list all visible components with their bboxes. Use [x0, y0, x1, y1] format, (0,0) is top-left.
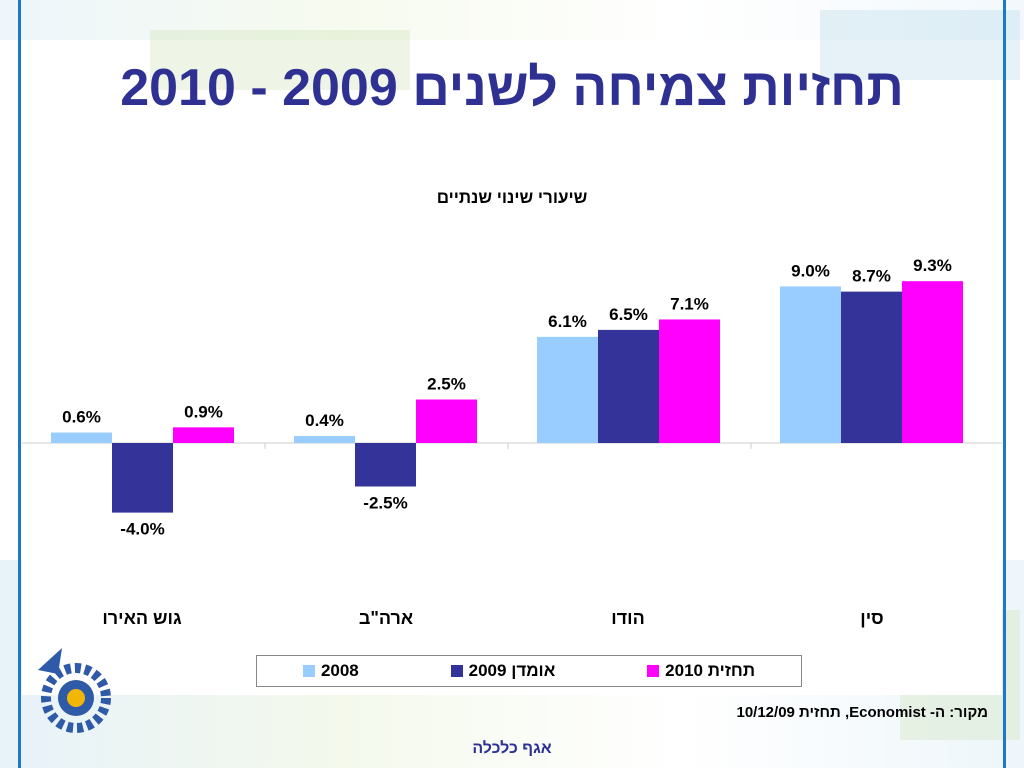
- chart-area: שיעורי שינוי שנתיים 0.6% -4.0% 0.9% 0.4% -2.5…: [22, 165, 1002, 695]
- slide-title: תחזיות צמיחה לשנים 2009 - 2010: [120, 59, 904, 117]
- data-label: 9.3%: [913, 256, 952, 275]
- source-note: מקור: ה- Economist, תחזית 10/12/09: [736, 704, 988, 721]
- legend-label: תחזית 2010: [665, 661, 756, 680]
- legend-label: 2008: [320, 661, 359, 680]
- bar: [659, 319, 720, 443]
- bar: [355, 443, 416, 487]
- legend-item-2008: 2008: [302, 661, 359, 681]
- category-label: סין: [860, 608, 884, 628]
- data-label: 9.0%: [791, 261, 830, 280]
- category-label: גוש האירו: [102, 608, 182, 628]
- chart-title: שיעורי שינוי שנתיים: [437, 188, 588, 207]
- footer-department: אגף כלכלה: [472, 740, 552, 757]
- organization-logo-icon: [38, 648, 111, 733]
- bar: [780, 286, 841, 443]
- data-label: 7.1%: [670, 294, 709, 313]
- bar: [294, 436, 355, 443]
- data-label: 6.1%: [548, 312, 587, 331]
- data-label: 2.5%: [427, 375, 466, 394]
- category-label: ארה"ב: [358, 608, 414, 628]
- data-label: 0.4%: [305, 411, 344, 430]
- data-label: -2.5%: [363, 494, 407, 513]
- bar: [416, 399, 477, 443]
- legend-item-2010: תחזית 2010: [647, 661, 755, 681]
- data-label: 0.6%: [62, 408, 101, 427]
- bar: [841, 291, 902, 443]
- bar: [902, 281, 963, 443]
- bar: [173, 427, 234, 443]
- data-label: 0.9%: [184, 402, 223, 421]
- category-label: הודו: [611, 608, 645, 628]
- background-block: [150, 30, 410, 90]
- legend-swatch: [450, 665, 463, 677]
- bar: [537, 336, 598, 443]
- bar: [51, 432, 112, 443]
- legend-label: אומדן 2009: [468, 661, 556, 680]
- data-label: -4.0%: [120, 520, 164, 539]
- bar-chart: שיעורי שינוי שנתיים 0.6% -4.0% 0.9% 0.4% -2.5…: [22, 188, 1002, 539]
- data-label: 8.7%: [852, 267, 891, 286]
- legend-swatch: [647, 665, 660, 677]
- data-label: 6.5%: [609, 305, 648, 324]
- bar: [112, 443, 173, 513]
- legend-item-2009: אומדן 2009: [450, 661, 556, 681]
- background-block: [0, 0, 1024, 40]
- frame-line-left: [18, 0, 21, 768]
- frame-line-right: [1003, 0, 1006, 768]
- legend-swatch: [302, 665, 315, 677]
- bar: [598, 329, 659, 443]
- chart-legend: 2008 אומדן 2009 תחזית 2010: [256, 655, 802, 687]
- background-block: [820, 10, 1020, 80]
